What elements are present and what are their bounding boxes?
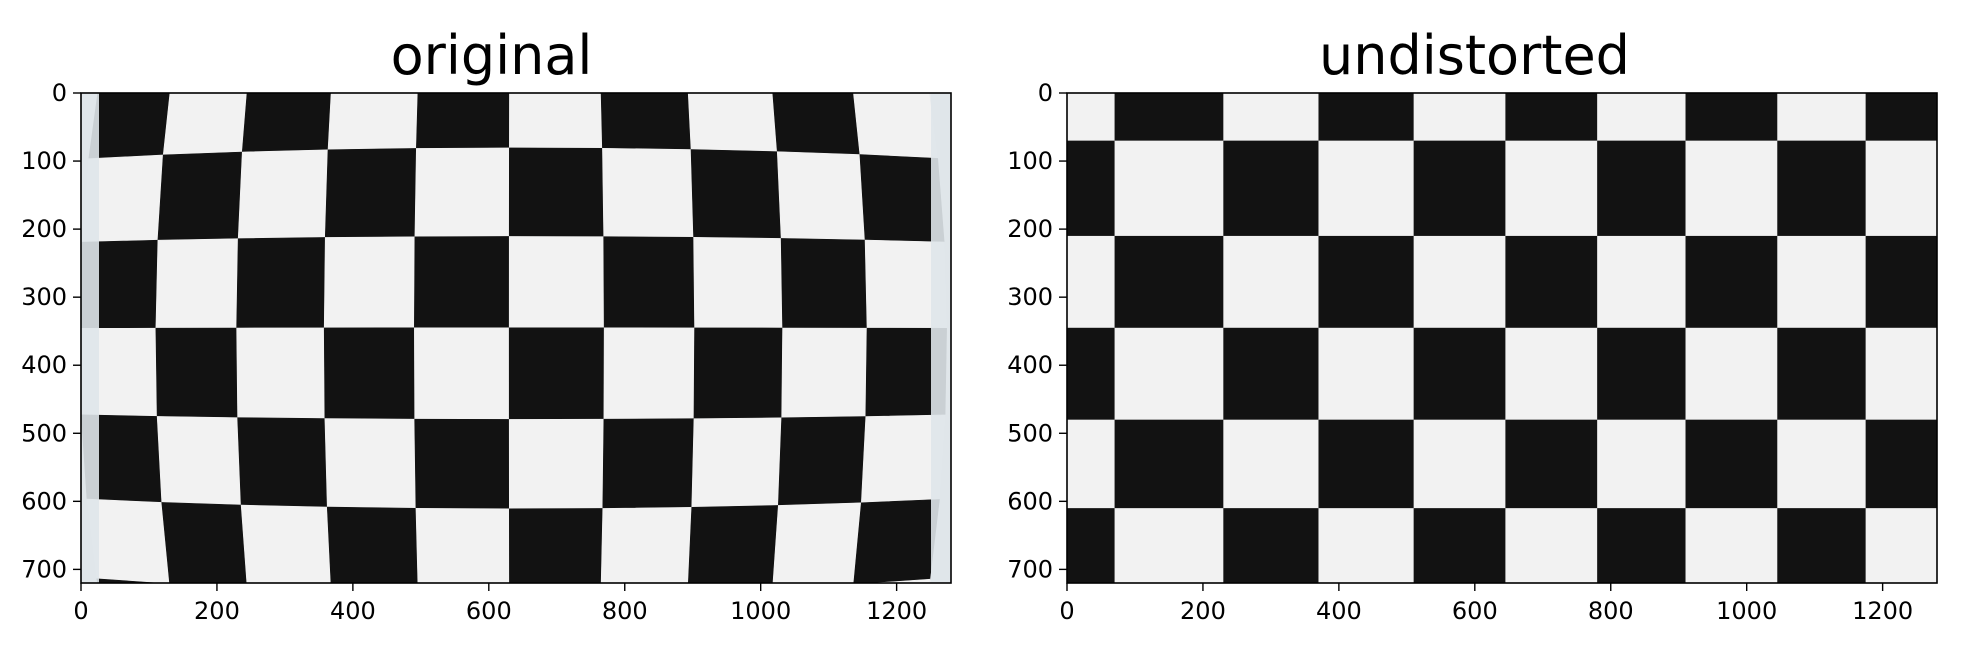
x-tick-label: 1200 <box>1852 597 1913 625</box>
x-tick-label: 200 <box>194 597 240 625</box>
y-tick-label: 400 <box>1007 351 1053 379</box>
x-tick-label: 600 <box>466 597 512 625</box>
y-tick-label: 0 <box>52 79 67 107</box>
x-tick-label: 200 <box>1180 597 1226 625</box>
image-original <box>81 93 951 583</box>
y-tick-label: 600 <box>1007 487 1053 515</box>
x-tick-label: 1000 <box>1716 597 1777 625</box>
y-tick-label: 0 <box>1038 79 1053 107</box>
x-tick-label: 600 <box>1452 597 1498 625</box>
x-tick-label: 0 <box>1059 597 1074 625</box>
y-tick-label: 100 <box>1007 147 1053 175</box>
y-tick-label: 300 <box>1007 283 1053 311</box>
x-tick-label: 400 <box>330 597 376 625</box>
x-tick-label: 400 <box>1316 597 1362 625</box>
panel-title: original <box>390 24 593 87</box>
y-tick-label: 400 <box>21 351 67 379</box>
x-tick-label: 0 <box>73 597 88 625</box>
y-tick-label: 100 <box>21 147 67 175</box>
x-tick-label: 800 <box>602 597 648 625</box>
y-tick-label: 500 <box>1007 419 1053 447</box>
panel-original: original <box>390 24 593 87</box>
y-tick-label: 200 <box>1007 215 1053 243</box>
axes-frame <box>1066 92 1938 584</box>
axes-frame <box>80 92 952 584</box>
panel-undistorted: undistorted <box>983 0 1966 670</box>
y-tick-label: 500 <box>21 419 67 447</box>
x-tick-label: 1000 <box>730 597 791 625</box>
image-undistorted <box>1067 93 1937 583</box>
y-tick-label: 700 <box>21 555 67 583</box>
y-tick-label: 200 <box>21 215 67 243</box>
x-tick-label: 800 <box>1588 597 1634 625</box>
y-tick-label: 300 <box>21 283 67 311</box>
y-tick-label: 600 <box>21 487 67 515</box>
x-tick-label: 1200 <box>866 597 927 625</box>
y-tick-label: 700 <box>1007 555 1053 583</box>
panel-title: undistorted <box>1319 24 1630 87</box>
